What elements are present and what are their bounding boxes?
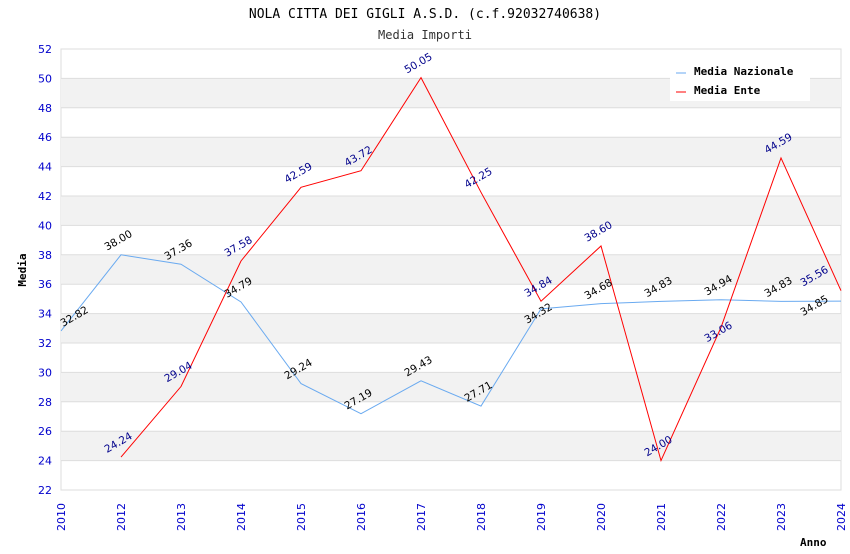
chart-subtitle: Media Importi (378, 28, 472, 42)
y-tick-label: 24 (38, 455, 52, 468)
y-tick-label: 40 (38, 219, 52, 232)
x-axis-label: Anno (800, 536, 827, 549)
legend-label-ente: Media Ente (694, 84, 761, 97)
chart-title: NOLA CITTA DEI GIGLI A.S.D. (c.f.9203274… (249, 7, 601, 22)
grid-band (61, 431, 841, 461)
y-tick-label: 38 (38, 249, 52, 262)
y-tick-label: 50 (38, 72, 52, 85)
grid-band (61, 254, 841, 285)
y-tick-label: 52 (38, 43, 52, 56)
series-line-ente (120, 76, 842, 463)
y-tick-label: 46 (38, 131, 52, 144)
x-tick-label: 2017 (415, 503, 428, 531)
x-tick-label: 2022 (715, 503, 728, 531)
y-tick-label: 34 (38, 308, 52, 321)
x-tick-label: 2019 (535, 503, 548, 531)
y-tick-label: 48 (38, 102, 52, 115)
series-line-nazionale (60, 254, 842, 415)
x-tick-label: 2013 (175, 503, 188, 531)
x-tick-label: 2012 (115, 503, 128, 531)
x-tick-label: 2015 (295, 503, 308, 531)
y-tick-label: 22 (38, 484, 52, 497)
x-tick-label: 2010 (55, 503, 68, 531)
y-tick-label: 30 (38, 366, 52, 379)
grid-band (61, 196, 841, 226)
x-tick-label: 2016 (355, 503, 368, 531)
legend-label-nazionale: Media Nazionale (694, 65, 794, 78)
x-tick-label: 2014 (235, 503, 248, 531)
y-tick-label: 44 (38, 161, 52, 174)
y-axis-label: Media (16, 253, 29, 286)
x-tick-label: 2021 (655, 503, 668, 531)
y-tick-label: 32 (38, 337, 52, 350)
y-tick-label: 26 (38, 425, 52, 438)
y-tick-label: 28 (38, 396, 52, 409)
y-tick-label: 36 (38, 278, 52, 291)
y-tick-label: 42 (38, 190, 52, 203)
grid-band (61, 137, 841, 167)
legend: Media Nazionale Media Ente (670, 60, 810, 101)
x-tick-label: 2023 (775, 503, 788, 531)
x-tick-label: 2018 (475, 503, 488, 531)
grid-band (61, 313, 841, 343)
x-tick-label: 2024 (835, 503, 848, 531)
grid-band (61, 372, 841, 402)
x-tick-label: 2020 (595, 503, 608, 531)
